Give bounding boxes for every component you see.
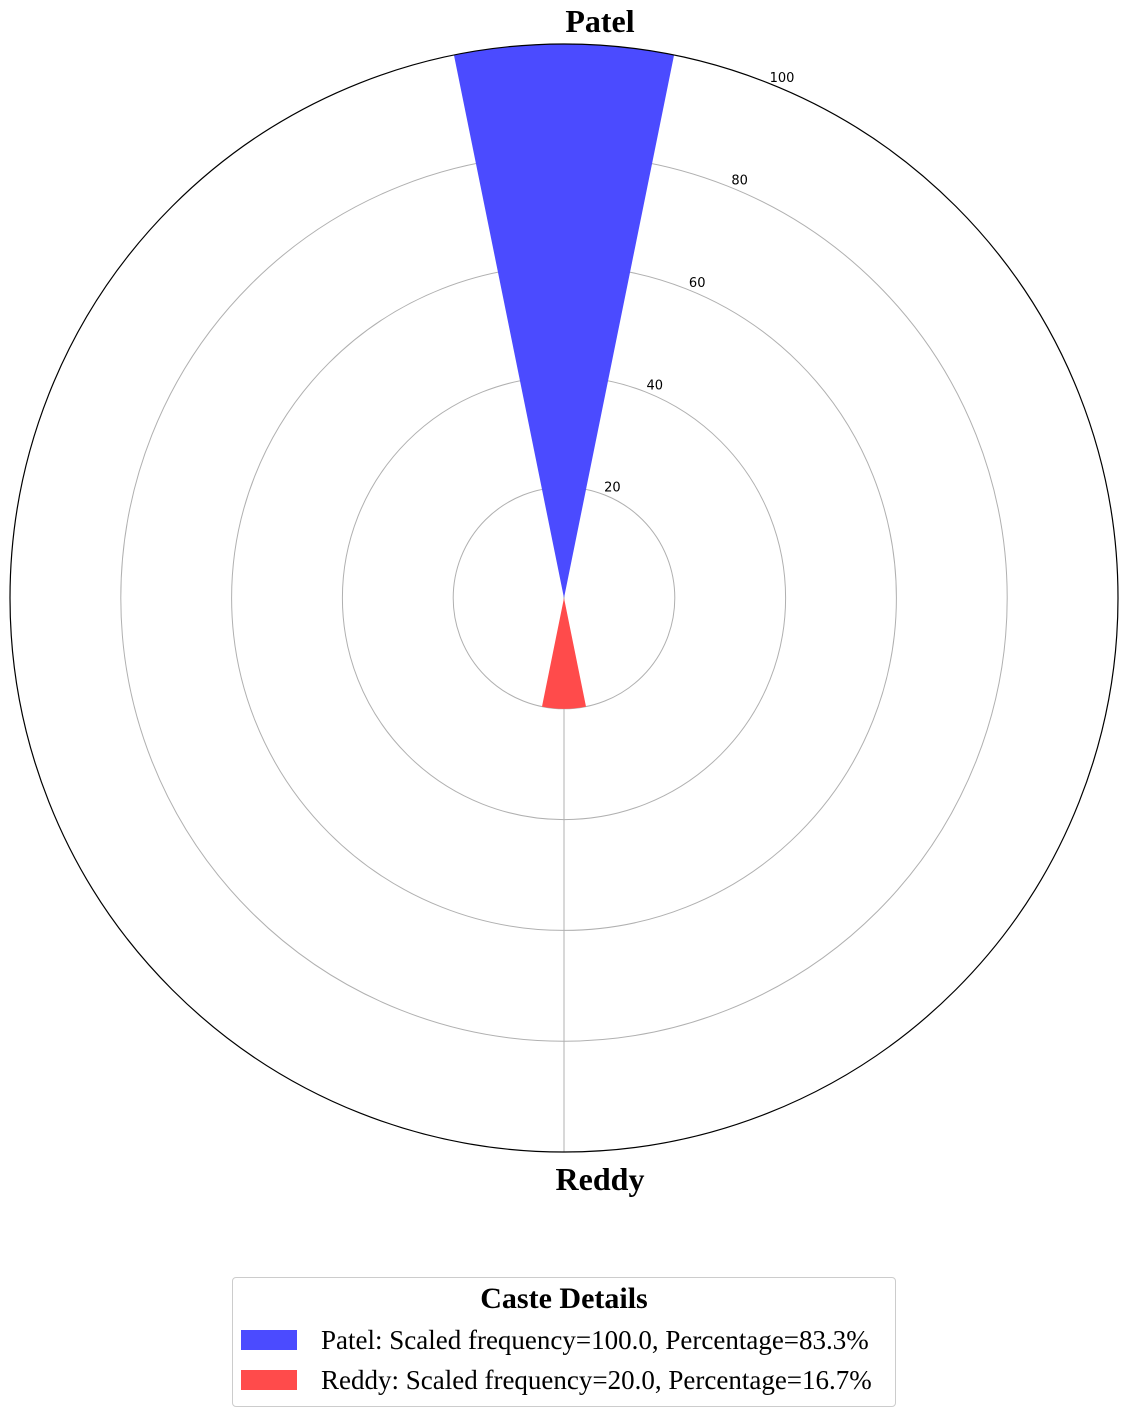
legend-entry-patel: Patel: Scaled frequency=100.0, Percentag… (241, 1322, 869, 1358)
rtick-label-80: 80 (731, 174, 748, 189)
legend-swatch-patel (241, 1330, 297, 1350)
legend-title: Caste Details (480, 1282, 648, 1315)
legend-swatch-reddy (241, 1370, 297, 1390)
bar-reddy (541, 598, 587, 709)
legend-label-reddy: Reddy: Scaled frequency=20.0, Percentage… (321, 1364, 872, 1395)
category-label-reddy: Reddy (556, 1161, 645, 1197)
legend-entry-reddy: Reddy: Scaled frequency=20.0, Percentage… (241, 1362, 872, 1398)
legend-label-patel: Patel: Scaled frequency=100.0, Percentag… (321, 1324, 869, 1355)
bar-patel (453, 44, 675, 599)
rtick-label-60: 60 (689, 276, 706, 291)
outer-spine (9, 43, 1119, 1153)
rtick-label-40: 40 (647, 378, 664, 393)
rtick-label-20: 20 (604, 481, 621, 496)
category-label-patel: Patel (565, 3, 634, 39)
rtick-label-100: 100 (770, 71, 795, 86)
polar-chart: 20 40 60 80 100 Patel Reddy (9, 3, 1119, 1197)
legend: Caste Details Patel: Scaled frequency=10… (232, 1277, 896, 1407)
